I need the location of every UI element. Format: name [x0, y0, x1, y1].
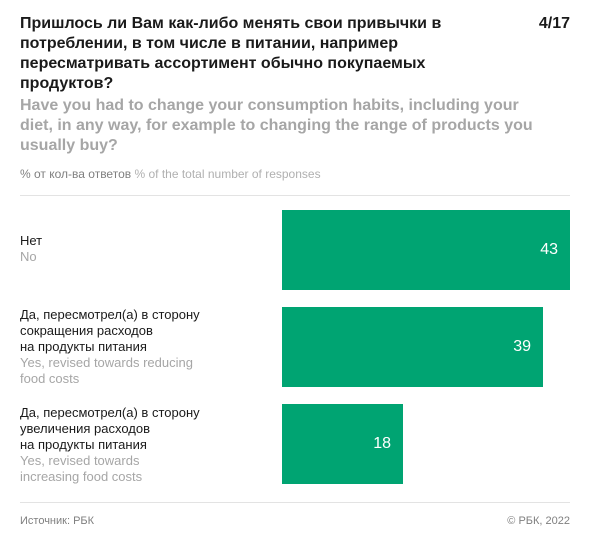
category-label-en: Yes, revised towards reducing food costs: [20, 355, 193, 386]
copyright-note: © РБК, 2022: [507, 515, 570, 527]
category-label: Да, пересмотрел(а) в сторону увеличения …: [20, 405, 270, 485]
category-label: Да, пересмотрел(а) в сторону сокращения …: [20, 307, 270, 387]
chart-title-ru: Пришлось ли Вам как-либо менять свои при…: [20, 15, 442, 92]
category-label: Нет No: [20, 233, 270, 265]
category-label-ru: Да, пересмотрел(а) в сторону увеличения …: [20, 405, 200, 452]
top-divider: [20, 195, 570, 196]
units-caption-ru: % от кол-ва ответов: [20, 167, 132, 181]
units-caption: % от кол-ва ответов % of the total numbe…: [20, 167, 321, 181]
bar: 39: [282, 307, 543, 387]
category-label-ru: Да, пересмотрел(а) в сторону сокращения …: [20, 307, 200, 354]
page-number: 4/17: [538, 15, 570, 32]
bar-value-label: 18: [373, 435, 391, 452]
bar-value-label: 39: [513, 338, 531, 355]
category-label-en: No: [20, 249, 37, 264]
bottom-divider: [20, 502, 570, 503]
bar: 43: [282, 210, 570, 290]
category-label-ru: Нет: [20, 233, 43, 248]
bar: 18: [282, 404, 403, 484]
chart-title-en: Have you had to change your consumption …: [20, 97, 533, 154]
category-label-en: Yes, revised towards increasing food cos…: [20, 453, 143, 484]
units-caption-en: % of the total number of responses: [134, 167, 321, 181]
bar-value-label: 43: [540, 241, 558, 258]
source-note: Источник: РБК: [20, 515, 95, 527]
